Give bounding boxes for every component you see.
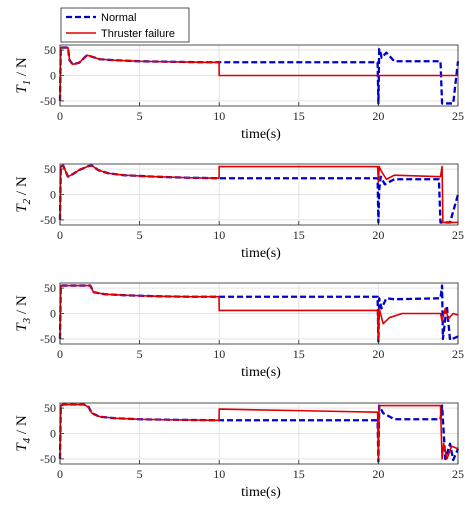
y-tick-label: 0 xyxy=(50,69,56,83)
y-tick-label: -50 xyxy=(40,213,56,227)
y-tick-label: 50 xyxy=(44,401,56,415)
y-axis-label: T1 / N xyxy=(14,57,33,94)
x-tick-label: 0 xyxy=(57,228,63,242)
series-line-thruster-failure xyxy=(59,403,459,460)
y-axis-label: T3 / N xyxy=(14,295,33,332)
y-tick-label: -50 xyxy=(40,452,56,466)
legend-box xyxy=(60,7,190,43)
legend: Normal Thruster failure xyxy=(60,7,190,43)
x-tick-label: 15 xyxy=(293,109,305,123)
x-tick-label: 15 xyxy=(293,347,305,361)
x-tick-label: 5 xyxy=(137,228,143,242)
x-tick-label: 10 xyxy=(213,109,225,123)
x-tick-label: 5 xyxy=(137,109,143,123)
x-axis-label: time(s) xyxy=(241,485,281,500)
y-tick-label: 50 xyxy=(44,43,56,57)
y-tick-label: -50 xyxy=(40,332,56,346)
series-line-thruster-failure xyxy=(59,46,458,101)
x-tick-label: 0 xyxy=(57,467,63,481)
legend-label-normal: Normal xyxy=(101,12,136,24)
y-tick-label: 0 xyxy=(50,427,56,441)
x-tick-label: 25 xyxy=(452,467,464,481)
x-axis-label: time(s) xyxy=(241,365,281,380)
x-tick-label: 25 xyxy=(452,347,464,361)
x-tick-label: 20 xyxy=(372,467,384,481)
x-tick-label: 20 xyxy=(372,347,384,361)
series-line-normal xyxy=(58,403,460,463)
x-tick-label: 5 xyxy=(137,347,143,361)
y-tick-label: 50 xyxy=(44,281,56,295)
x-tick-label: 15 xyxy=(293,228,305,242)
x-tick-label: 25 xyxy=(452,228,464,242)
x-tick-label: 20 xyxy=(372,228,384,242)
x-tick-label: 5 xyxy=(137,467,143,481)
legend-label-thruster-failure: Thruster failure xyxy=(101,28,175,40)
x-tick-label: 10 xyxy=(213,347,225,361)
x-tick-label: 20 xyxy=(372,109,384,123)
y-tick-label: 0 xyxy=(50,188,56,202)
x-axis-label: time(s) xyxy=(241,127,281,142)
y-tick-label: 0 xyxy=(50,307,56,321)
series-line-thruster-failure xyxy=(59,164,458,224)
x-tick-label: 10 xyxy=(213,467,225,481)
x-tick-label: 10 xyxy=(213,228,225,242)
y-tick-label: -50 xyxy=(40,94,56,108)
x-tick-label: 0 xyxy=(57,347,63,361)
x-tick-label: 25 xyxy=(452,109,464,123)
y-axis-label: T2 / N xyxy=(14,176,33,213)
y-tick-label: 50 xyxy=(44,162,56,176)
x-axis-label: time(s) xyxy=(241,246,281,261)
x-tick-label: 15 xyxy=(293,467,305,481)
series-line-thruster-failure xyxy=(59,284,459,340)
y-axis-label: T4 / N xyxy=(14,415,33,452)
x-tick-label: 0 xyxy=(57,109,63,123)
